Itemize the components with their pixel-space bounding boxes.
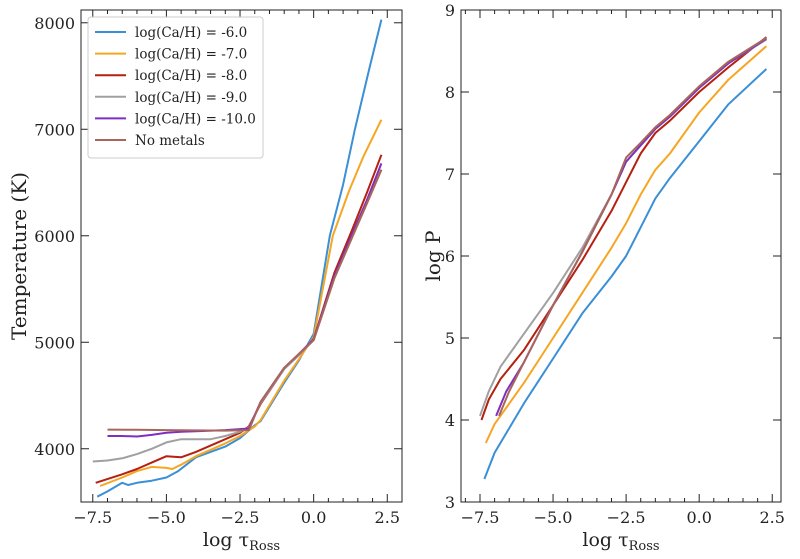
- y-tick-label: 8000: [34, 14, 75, 33]
- x-tick-label: −5.0: [147, 508, 186, 527]
- x-axis-label: log τRoss: [203, 529, 280, 554]
- legend-entry: No metals: [135, 133, 205, 149]
- y-tick-label: 4: [445, 411, 455, 430]
- y-tick-label: 6000: [34, 227, 75, 246]
- legend-entry: log(Ca/H) = -10.0: [135, 111, 256, 127]
- x-axis-label-subscript: Ross: [629, 539, 660, 554]
- legend-entry: log(Ca/H) = -7.0: [135, 47, 247, 63]
- y-tick-label: 7: [445, 165, 455, 184]
- series-line-1: [99, 119, 383, 487]
- y-tick-label: 6: [445, 247, 455, 266]
- series-line-4: [107, 163, 383, 438]
- x-tick-label: 0.0: [686, 508, 711, 527]
- x-axis-label-subscript: Ross: [249, 539, 280, 554]
- series-line-0: [96, 19, 383, 498]
- series-line-5: [498, 37, 767, 417]
- x-axis-label-main: log τ: [203, 529, 249, 551]
- y-tick-label: 4000: [34, 440, 75, 459]
- legend-entry: log(Ca/H) = -6.0: [135, 25, 247, 41]
- legend-entry: log(Ca/H) = -8.0: [135, 68, 247, 84]
- y-tick-label: 3: [445, 493, 455, 512]
- legend-entry: log(Ca/H) = -9.0: [135, 90, 247, 106]
- y-axis-label: Temperature (K): [7, 172, 31, 340]
- series-line-2: [95, 154, 383, 484]
- x-axis-label-main: log τ: [582, 529, 628, 551]
- series-line-0: [483, 68, 768, 480]
- series-line-2: [480, 36, 768, 421]
- y-tick-label: 9: [445, 1, 455, 20]
- legend-box: [87, 16, 264, 159]
- legend: log(Ca/H) = -6.0 log(Ca/H) = -7.0 log(Ca/H…: [87, 16, 264, 159]
- y-tick-label: 5: [445, 329, 455, 348]
- y-tick-label: 5000: [34, 333, 75, 352]
- y-tick-label: 8: [445, 83, 455, 102]
- x-tick-label: −5.0: [534, 508, 573, 527]
- x-tick-label: −2.5: [221, 508, 260, 527]
- series-line-3: [92, 169, 383, 463]
- axes-frame: [80, 9, 403, 503]
- x-tick-label: 0.0: [301, 508, 326, 527]
- x-tick-label: −7.5: [73, 508, 112, 527]
- x-tick-label: 2.5: [760, 508, 785, 527]
- y-tick-label: 7000: [34, 120, 75, 139]
- x-axis-label: log τRoss: [582, 529, 659, 554]
- series-line-1: [484, 45, 768, 444]
- y-axis-label: log P: [421, 230, 445, 281]
- x-tick-label: −2.5: [607, 508, 646, 527]
- series-line-5: [107, 169, 383, 432]
- temperature-panel: −7.5 −5.0 −2.5 0.0 2.5 4000 5000 6000 7000 8000 lo…: [7, 9, 403, 554]
- x-tick-label: −7.5: [461, 508, 500, 527]
- x-tick-label: 2.5: [375, 508, 400, 527]
- pressure-panel: −7.5 −5.0 −2.5 0.0 2.5 3 4 5 6 7 8 9 log τRoss log P: [421, 1, 785, 554]
- series-line-4: [495, 37, 767, 417]
